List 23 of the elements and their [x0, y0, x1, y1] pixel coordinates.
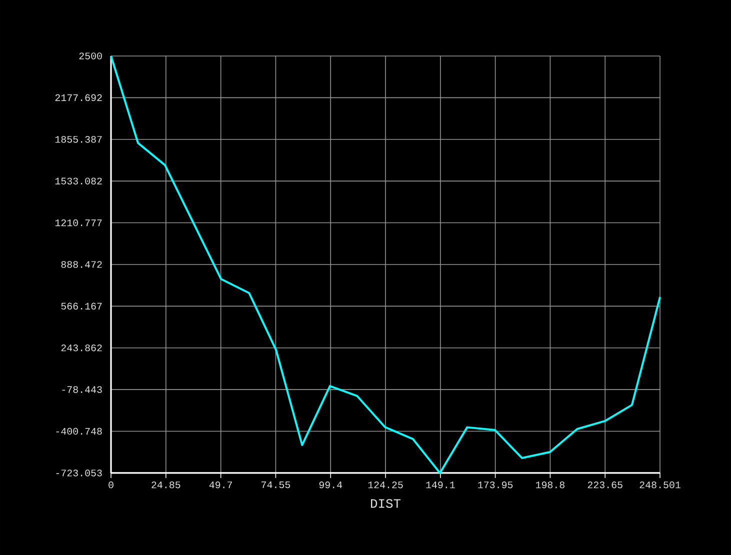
- y-tick-label: 2500: [79, 52, 102, 60]
- y-tick-label: 888.472: [61, 261, 102, 268]
- x-tick-label: 124.25: [368, 481, 403, 488]
- x-tick-label: 248.501: [640, 481, 680, 488]
- y-tick-label: -400.748: [56, 428, 102, 435]
- y-tick-label: 1210.777: [55, 219, 102, 226]
- x-tick-label: 223.65: [588, 481, 622, 488]
- y-tick-label: -78.443: [62, 386, 102, 393]
- y-tick-label: 566.167: [61, 302, 102, 310]
- x-tick-label: 173.95: [478, 481, 513, 488]
- x-tick-label: 198.8: [536, 481, 564, 488]
- y-tick-label: 1533.082: [55, 178, 102, 184]
- y-tick-label: 243.862: [61, 344, 102, 352]
- x-axis-title: DIST: [370, 499, 401, 508]
- y-tick-label: -723.053: [56, 470, 102, 476]
- y-tick-label: 1855.387: [55, 136, 102, 143]
- x-tick-label: 74.55: [262, 481, 290, 488]
- y-tick-label: 2177.692: [55, 94, 102, 102]
- x-tick-label: 149.1: [426, 481, 455, 488]
- x-tick-label: 99.4: [319, 481, 342, 488]
- x-tick-label: 0: [108, 481, 114, 488]
- x-tick-label: 49.7: [209, 481, 232, 488]
- x-tick-label: 24.85: [152, 481, 180, 488]
